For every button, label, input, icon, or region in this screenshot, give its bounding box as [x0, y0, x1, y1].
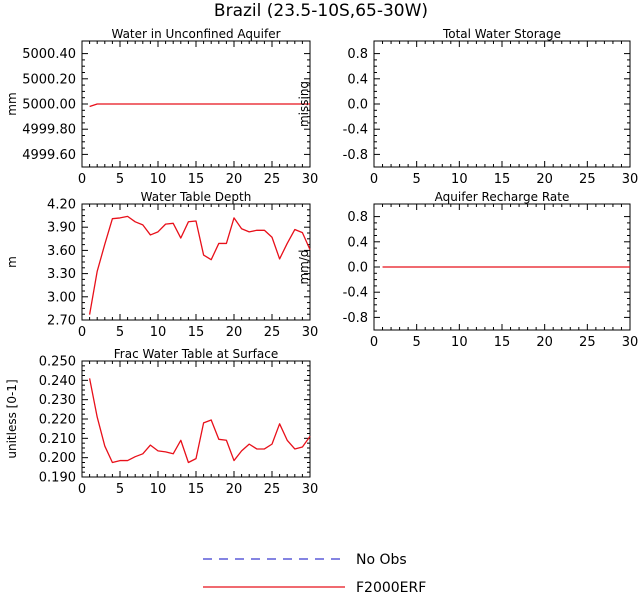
x-tick-label: 15: [188, 482, 205, 497]
x-tick-label: 0: [78, 325, 86, 340]
x-tick-label: 15: [494, 172, 511, 187]
y-tick-label: 0.210: [39, 432, 76, 447]
x-tick-label: 15: [188, 172, 205, 187]
panel-recharge: Aquifer Recharge Rate mm/d 0 5 10 15 20 25 30 -0.…: [297, 190, 638, 350]
panel-title: Water Table Depth: [141, 190, 252, 204]
x-tick-label: 20: [226, 482, 243, 497]
y-tick-label: 5000.20: [22, 72, 76, 87]
x-tick-label: 25: [264, 325, 281, 340]
y-axis-label: mm/d: [297, 249, 311, 284]
panel-wtd: Water Table Depth m 0 5 10 15 20 25 30 2.70 3.00 3.…: [5, 190, 318, 340]
y-tick-label: 0.8: [347, 210, 368, 225]
x-tick-label: 20: [536, 335, 553, 350]
y-tick-label: 3.30: [47, 267, 76, 282]
x-tick-label: 10: [150, 325, 167, 340]
x-tick-label: 15: [188, 325, 205, 340]
y-axis-label: missing: [297, 81, 311, 127]
x-tick-label: 5: [116, 482, 124, 497]
x-tick-label: 5: [116, 325, 124, 340]
y-tick-label: -0.4: [343, 286, 368, 301]
x-tick-label: 5: [116, 172, 124, 187]
y-tick-label: 0.4: [347, 235, 368, 250]
y-tick-label: 0.250: [39, 355, 76, 370]
y-tick-label: 0.200: [39, 451, 76, 466]
y-tick-label: 2.70: [47, 314, 76, 329]
y-tick-label: 3.90: [47, 221, 76, 236]
x-tick-label: 15: [494, 335, 511, 350]
panel-title: Aquifer Recharge Rate: [435, 190, 570, 204]
legend: No Obs F2000ERF: [203, 552, 426, 594]
y-tick-label: 0.4: [347, 72, 368, 87]
y-tick-label: 4999.60: [22, 148, 76, 163]
x-tick-label: 5: [413, 335, 421, 350]
y-tick-label: 4.20: [47, 198, 76, 213]
y-tick-label: 0.0: [347, 98, 368, 113]
y-tick-label: -0.8: [343, 148, 368, 163]
x-tick-label: 20: [536, 172, 553, 187]
y-tick-label: 3.60: [47, 244, 76, 259]
y-tick-label: 4999.80: [22, 123, 76, 138]
y-axis-label: mm: [5, 92, 19, 115]
x-tick-label: 0: [370, 172, 378, 187]
x-tick-label: 30: [302, 172, 319, 187]
x-tick-label: 10: [451, 335, 468, 350]
plot-frame: [81, 360, 311, 478]
series-line-f2000erf: [88, 378, 311, 464]
x-tick-label: 30: [622, 335, 639, 350]
panel-unconfined: Water in Unconfined Aquifer mm 0 5 10 15 20 25 3…: [5, 27, 318, 187]
x-tick-label: 25: [579, 172, 596, 187]
x-tick-label: 30: [302, 325, 319, 340]
y-tick-label: 0.190: [39, 471, 76, 486]
panels: Water in Unconfined Aquifer mm 0 5 10 15 20 25 3…: [5, 27, 638, 497]
y-tick-label: 0.8: [347, 47, 368, 62]
panel-title: Frac Water Table at Surface: [114, 347, 278, 361]
series-line-f2000erf: [89, 103, 310, 108]
x-tick-label: 20: [226, 172, 243, 187]
page-title: Brazil (23.5-10S,65-30W): [214, 1, 428, 21]
y-tick-label: 5000.40: [22, 47, 76, 62]
x-tick-label: 25: [264, 172, 281, 187]
plot-frame: [373, 40, 631, 168]
panel-title: Total Water Storage: [442, 27, 561, 41]
panel-title: Water in Unconfined Aquifer: [111, 27, 280, 41]
x-tick-label: 0: [78, 482, 86, 497]
legend-label-no-obs: No Obs: [356, 552, 407, 568]
y-tick-label: 0.230: [39, 393, 76, 408]
legend-label-model: F2000ERF: [356, 580, 426, 594]
y-tick-label: 5000.00: [22, 98, 76, 113]
y-tick-label: -0.4: [343, 123, 368, 138]
x-tick-label: 30: [622, 172, 639, 187]
y-tick-label: 0.0: [347, 261, 368, 276]
x-tick-label: 5: [413, 172, 421, 187]
x-tick-label: 0: [78, 172, 86, 187]
x-tick-label: 10: [451, 172, 468, 187]
x-tick-label: 20: [226, 325, 243, 340]
y-tick-label: -0.8: [343, 311, 368, 326]
y-tick-label: 3.00: [47, 290, 76, 305]
x-tick-label: 0: [370, 335, 378, 350]
panel-frac: Frac Water Table at Surface unitless [0-1…: [5, 347, 318, 497]
x-tick-label: 25: [579, 335, 596, 350]
y-axis-label: m: [5, 256, 19, 268]
x-tick-label: 30: [302, 482, 319, 497]
y-tick-label: 0.220: [39, 413, 76, 428]
x-tick-label: 10: [150, 482, 167, 497]
x-tick-label: 10: [150, 172, 167, 187]
x-tick-label: 25: [264, 482, 281, 497]
y-tick-label: 0.240: [39, 374, 76, 389]
series-line-f2000erf: [88, 215, 311, 315]
y-axis-label: unitless [0-1]: [5, 379, 19, 458]
panel-storage: Total Water Storage missing 0 5 10 15 20 25 30 -0…: [297, 27, 638, 187]
